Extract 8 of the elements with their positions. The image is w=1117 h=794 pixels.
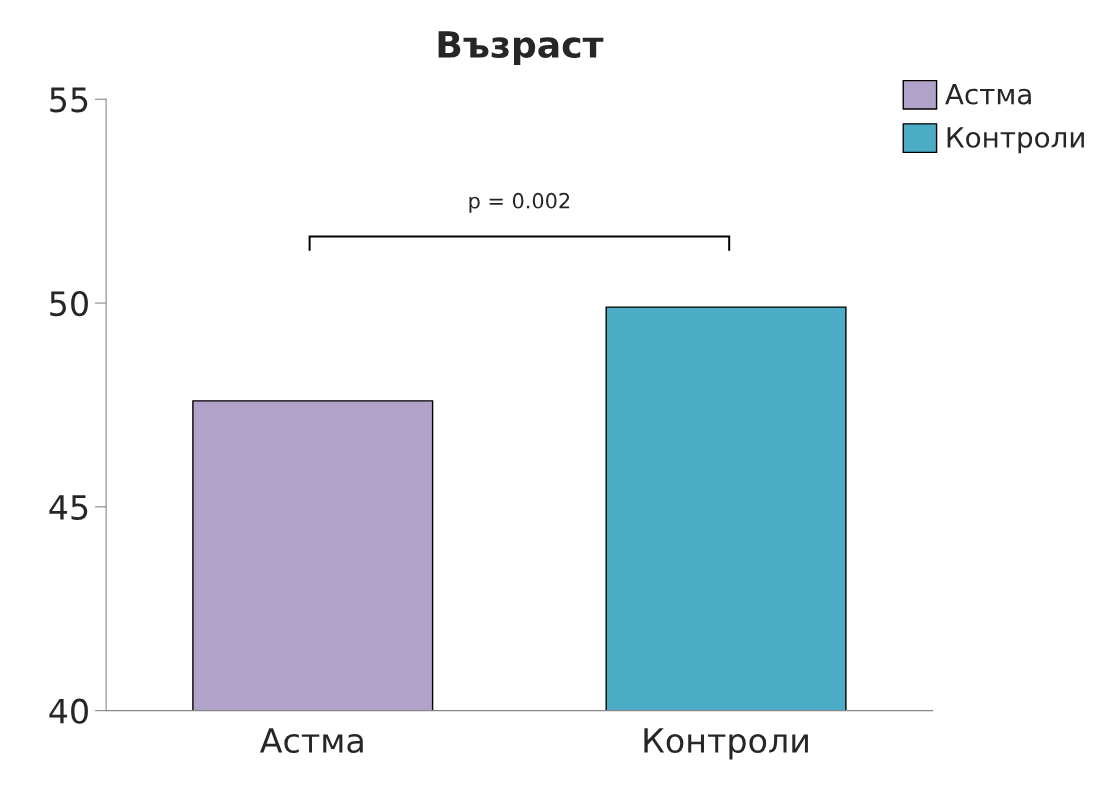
y-tick-label: 45	[49, 495, 88, 520]
legend-label: Астма	[945, 83, 1031, 105]
y-tick-label: 40	[49, 698, 88, 724]
chart-title: Възраст	[438, 31, 604, 66]
y-tick-label: 50	[50, 290, 88, 317]
legend-label: Контроли	[947, 127, 1084, 154]
y-tick-label: 55	[50, 87, 88, 113]
annotation: p = 0.002	[469, 192, 570, 213]
